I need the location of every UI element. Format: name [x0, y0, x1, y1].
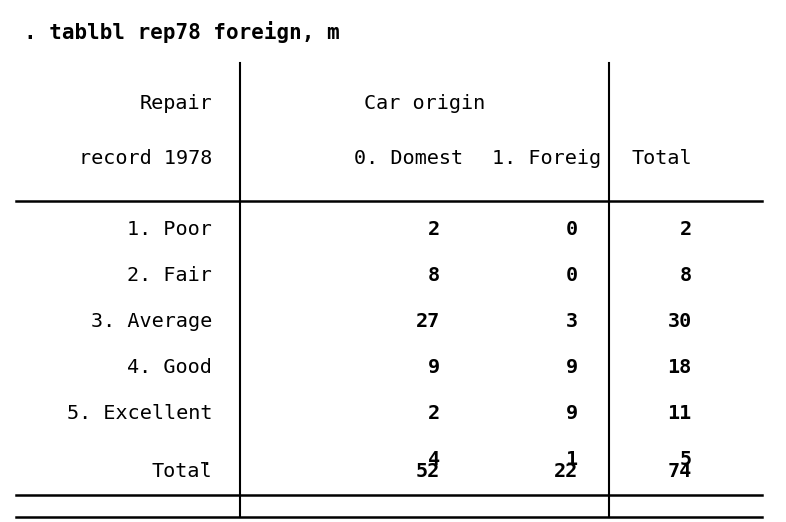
Text: 74: 74 [667, 462, 692, 481]
Text: 2. Fair: 2. Fair [127, 266, 212, 285]
Text: 3: 3 [566, 312, 578, 331]
Text: 5. Excellent: 5. Excellent [67, 404, 212, 423]
Text: 0. Domest: 0. Domest [354, 149, 463, 168]
Text: record 1978: record 1978 [79, 149, 212, 168]
Text: 0: 0 [566, 266, 578, 285]
Text: 4. Good: 4. Good [127, 358, 212, 377]
Text: 1: 1 [566, 450, 578, 469]
Text: Repair: Repair [139, 94, 212, 113]
Text: 30: 30 [667, 312, 692, 331]
Text: 1. Foreig: 1. Foreig [492, 149, 601, 168]
Text: 9: 9 [428, 358, 440, 377]
Text: 2: 2 [428, 220, 440, 239]
Text: 22: 22 [553, 462, 578, 481]
Text: 52: 52 [416, 462, 440, 481]
Text: 8: 8 [428, 266, 440, 285]
Text: Total: Total [631, 149, 692, 168]
Text: . tablbl rep78 foreign, m: . tablbl rep78 foreign, m [24, 21, 340, 43]
Text: 0: 0 [566, 220, 578, 239]
Text: 5: 5 [680, 450, 692, 469]
Text: 9: 9 [566, 358, 578, 377]
Text: 9: 9 [566, 404, 578, 423]
Text: 1. Poor: 1. Poor [127, 220, 212, 239]
Text: 4: 4 [428, 450, 440, 469]
Text: 8: 8 [680, 266, 692, 285]
Text: 27: 27 [416, 312, 440, 331]
Text: 18: 18 [667, 358, 692, 377]
Text: 3. Average: 3. Average [91, 312, 212, 331]
Text: Car origin: Car origin [364, 94, 485, 113]
Text: 2: 2 [680, 220, 692, 239]
Text: 11: 11 [667, 404, 692, 423]
Text: 2: 2 [428, 404, 440, 423]
Text: Total: Total [152, 462, 212, 481]
Text: .: . [200, 450, 212, 469]
